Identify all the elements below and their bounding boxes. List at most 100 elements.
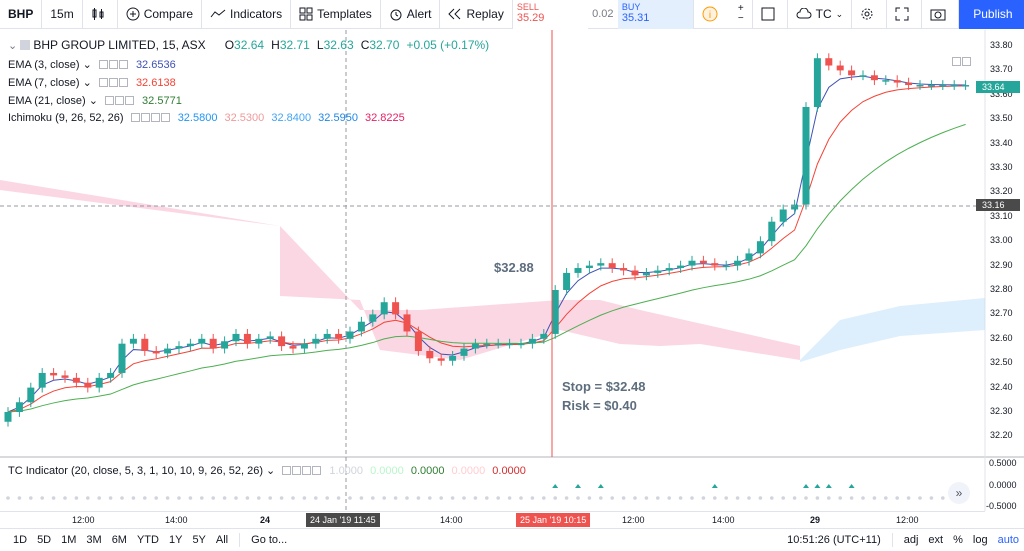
settings-icon[interactable] <box>108 78 118 87</box>
plus-minus[interactable]: + − <box>730 0 753 29</box>
settings-icon[interactable] <box>140 113 150 122</box>
close-icon[interactable] <box>124 96 134 105</box>
compare-button[interactable]: Compare <box>118 0 203 29</box>
buy-button[interactable]: BUY 35.31 <box>617 0 693 29</box>
entry-time-badge: 25 Jan '19 10:15 <box>516 513 591 527</box>
pane-collapse-icon[interactable] <box>952 57 961 66</box>
interval-button[interactable]: 15m <box>42 0 83 29</box>
chevron-down-icon[interactable]: ⌄ <box>82 59 92 71</box>
tc-signal-dot <box>177 496 181 500</box>
cloud-layout-button[interactable]: TC ⌄ <box>788 0 853 29</box>
eye-icon[interactable] <box>282 466 292 475</box>
close-icon[interactable] <box>160 113 170 122</box>
chart-type-button[interactable] <box>83 0 118 29</box>
eye-icon[interactable] <box>104 96 114 105</box>
tc-signal-dot <box>804 496 808 500</box>
collapse-icon[interactable]: ⌄ <box>8 40 18 52</box>
chevron-down-icon[interactable]: ⌄ <box>88 95 98 107</box>
legend-controls[interactable] <box>130 112 171 124</box>
close-icon[interactable] <box>118 60 128 69</box>
tc-signal-dot <box>496 496 501 500</box>
clock-display[interactable]: 10:51:26 (UTC+11) <box>787 534 881 546</box>
sell-button[interactable]: SELL 35.29 <box>512 0 588 29</box>
settings-icon[interactable] <box>292 466 302 475</box>
candle-body <box>152 351 160 354</box>
eye-icon[interactable] <box>98 60 108 69</box>
close-icon[interactable] <box>118 78 128 87</box>
candle-body <box>677 265 685 269</box>
tc-signal-dot <box>884 496 888 500</box>
source-icon[interactable] <box>302 466 312 475</box>
source-icon[interactable] <box>150 113 160 122</box>
range-1m[interactable]: 1M <box>61 534 77 546</box>
publish-label: Publish <box>973 7 1013 21</box>
risk-annotation[interactable]: Risk = $0.40 <box>562 398 637 413</box>
time-tick: 14:00 <box>712 515 735 525</box>
scroll-right-button[interactable]: » <box>948 482 970 504</box>
time-tick: 24 <box>260 515 271 525</box>
tc-signal-dot <box>291 496 295 500</box>
templates-button[interactable]: Templates <box>291 0 381 29</box>
symbol-search[interactable]: BHP <box>0 0 43 29</box>
tc-buy-arrow <box>575 484 581 488</box>
entry-annotation[interactable]: $32.88 <box>494 260 534 275</box>
ichimoku-legend: Ichimoku (9, 26, 52, 26) 32.5800 32.5300… <box>8 112 405 124</box>
pane-controls[interactable] <box>952 56 972 68</box>
goto-button[interactable]: Go to... <box>251 534 288 546</box>
range-1y[interactable]: 1Y <box>168 534 183 546</box>
range-3m[interactable]: 3M <box>86 534 102 546</box>
tc-signal-dot <box>724 496 728 500</box>
chart-area[interactable]: ⌄ BHP GROUP LIMITED, 15, ASX O32.64 H32.… <box>0 30 1024 511</box>
chevron-down-icon[interactable]: ⌄ <box>266 465 276 477</box>
settings-icon[interactable] <box>108 60 118 69</box>
legend-controls[interactable] <box>104 95 135 107</box>
eye-icon[interactable] <box>98 78 108 87</box>
auto-toggle[interactable]: auto <box>997 534 1019 546</box>
price-chart[interactable] <box>0 30 1024 511</box>
candle-body <box>859 75 867 77</box>
legend-controls[interactable] <box>98 59 129 71</box>
adj-toggle[interactable]: adj <box>903 534 919 546</box>
fullscreen-toggle[interactable] <box>753 0 788 29</box>
price-tick: 32.60 <box>990 332 1013 343</box>
ichimoku-label: Ichimoku (9, 26, 52, 26) <box>8 112 124 124</box>
eye-icon[interactable] <box>130 113 140 122</box>
close-icon[interactable] <box>312 466 322 475</box>
percent-toggle[interactable]: % <box>953 534 963 546</box>
snapshot-button[interactable] <box>922 0 960 29</box>
ext-toggle[interactable]: ext <box>928 534 944 546</box>
legend-controls[interactable] <box>98 77 129 89</box>
info-button[interactable]: i <box>694 0 730 29</box>
range-ytd[interactable]: YTD <box>136 534 159 546</box>
range-all[interactable]: All <box>215 534 229 546</box>
candle-body <box>802 107 810 205</box>
crosshair-time-badge: 24 Jan '19 11:45 <box>306 513 380 527</box>
candle-body <box>506 343 514 346</box>
range-5d[interactable]: 5D <box>37 534 52 546</box>
settings-icon[interactable] <box>114 96 124 105</box>
stop-annotation[interactable]: Stop = $32.48 <box>562 379 646 394</box>
publish-button[interactable]: Publish <box>959 0 1024 29</box>
range-1d[interactable]: 1D <box>13 534 28 546</box>
candle-body <box>209 338 217 349</box>
alert-button[interactable]: Alert <box>381 0 441 29</box>
pane-maximize-icon[interactable] <box>962 57 971 66</box>
sell-label: SELL <box>516 1 539 12</box>
log-toggle[interactable]: log <box>972 534 988 546</box>
range-6m[interactable]: 6M <box>111 534 127 546</box>
chevron-down-icon[interactable]: ⌄ <box>82 77 92 89</box>
candle-body <box>642 272 650 276</box>
replay-button[interactable]: Replay <box>440 0 513 29</box>
tc-signal-dot <box>770 496 774 500</box>
time-axis[interactable]: 12:00 14:00 24 24 Jan '19 11:45 14:00 25… <box>0 511 985 528</box>
indicators-button[interactable]: Indicators <box>202 0 292 29</box>
range-5y[interactable]: 5Y <box>192 534 206 546</box>
settings-button[interactable] <box>852 0 888 29</box>
candle-body <box>129 338 137 344</box>
expand-button[interactable] <box>887 0 923 29</box>
tc-signal-dot <box>667 496 671 500</box>
ichimoku-cloud-bearish <box>0 180 800 360</box>
price-tick: 33.00 <box>990 235 1013 246</box>
candle-body <box>369 314 377 322</box>
legend-controls[interactable] <box>282 465 322 477</box>
